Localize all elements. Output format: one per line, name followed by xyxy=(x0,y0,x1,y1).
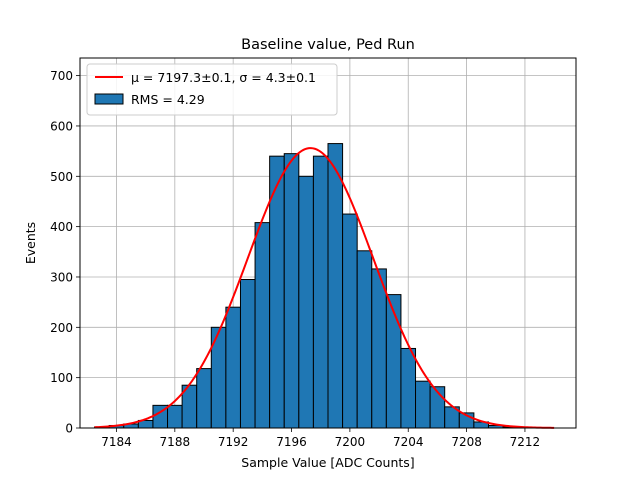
y-tick-label: 0 xyxy=(65,422,73,436)
legend: μ = 7197.3±0.1, σ = 4.3±0.1 RMS = 4.29 xyxy=(86,63,338,116)
y-tick-label: 500 xyxy=(50,170,73,184)
x-axis-label: Sample Value [ADC Counts] xyxy=(241,455,414,470)
legend-histogram-swatch xyxy=(94,93,124,105)
legend-histogram-label: RMS = 4.29 xyxy=(131,92,205,107)
legend-frame xyxy=(86,63,338,116)
histogram-bar xyxy=(327,143,344,429)
histogram-bar xyxy=(239,278,256,429)
x-tick-label: 7208 xyxy=(451,435,482,449)
y-tick-label: 100 xyxy=(50,371,73,385)
y-tick-label: 600 xyxy=(50,119,73,133)
y-tick-label: 200 xyxy=(50,321,73,335)
chart-title: Baseline value, Ped Run xyxy=(241,37,415,53)
histogram-bar xyxy=(415,380,431,429)
y-tick-label: 700 xyxy=(50,69,73,83)
x-tick-label: 7192 xyxy=(218,435,249,449)
histogram-bar xyxy=(385,294,402,429)
histogram-bar xyxy=(254,222,271,429)
histogram-bar xyxy=(196,368,212,429)
legend-fit-label: μ = 7197.3±0.1, σ = 4.3±0.1 xyxy=(131,70,316,85)
x-tick-label: 7204 xyxy=(393,435,424,449)
histogram-bar xyxy=(400,347,417,429)
histogram-bar xyxy=(283,153,300,429)
y-axis-label: Events xyxy=(23,222,38,264)
histogram-bar xyxy=(356,250,373,429)
x-tick-label: 7196 xyxy=(276,435,307,449)
histogram-bar xyxy=(371,268,387,429)
x-tick-label: 7200 xyxy=(335,435,366,449)
gaussian-fit-curve xyxy=(94,147,555,429)
y-tick-label: 400 xyxy=(50,220,73,234)
histogram-bar xyxy=(312,155,329,429)
y-tick-label: 300 xyxy=(50,270,73,284)
histogram-bar xyxy=(225,306,241,429)
x-tick-label: 7212 xyxy=(510,435,541,449)
x-tick-label: 7188 xyxy=(160,435,191,449)
x-axis-ticks: 7184 7188 7192 7196 7200 7204 7208 7212 xyxy=(101,428,540,449)
histogram-bar xyxy=(167,404,183,429)
plot-frame xyxy=(79,57,577,429)
histogram-bar xyxy=(298,175,314,429)
histogram-bar xyxy=(342,213,358,429)
x-tick-label: 7184 xyxy=(101,435,132,449)
y-axis-ticks: 0 100 200 300 400 500 600 700 xyxy=(50,69,80,436)
